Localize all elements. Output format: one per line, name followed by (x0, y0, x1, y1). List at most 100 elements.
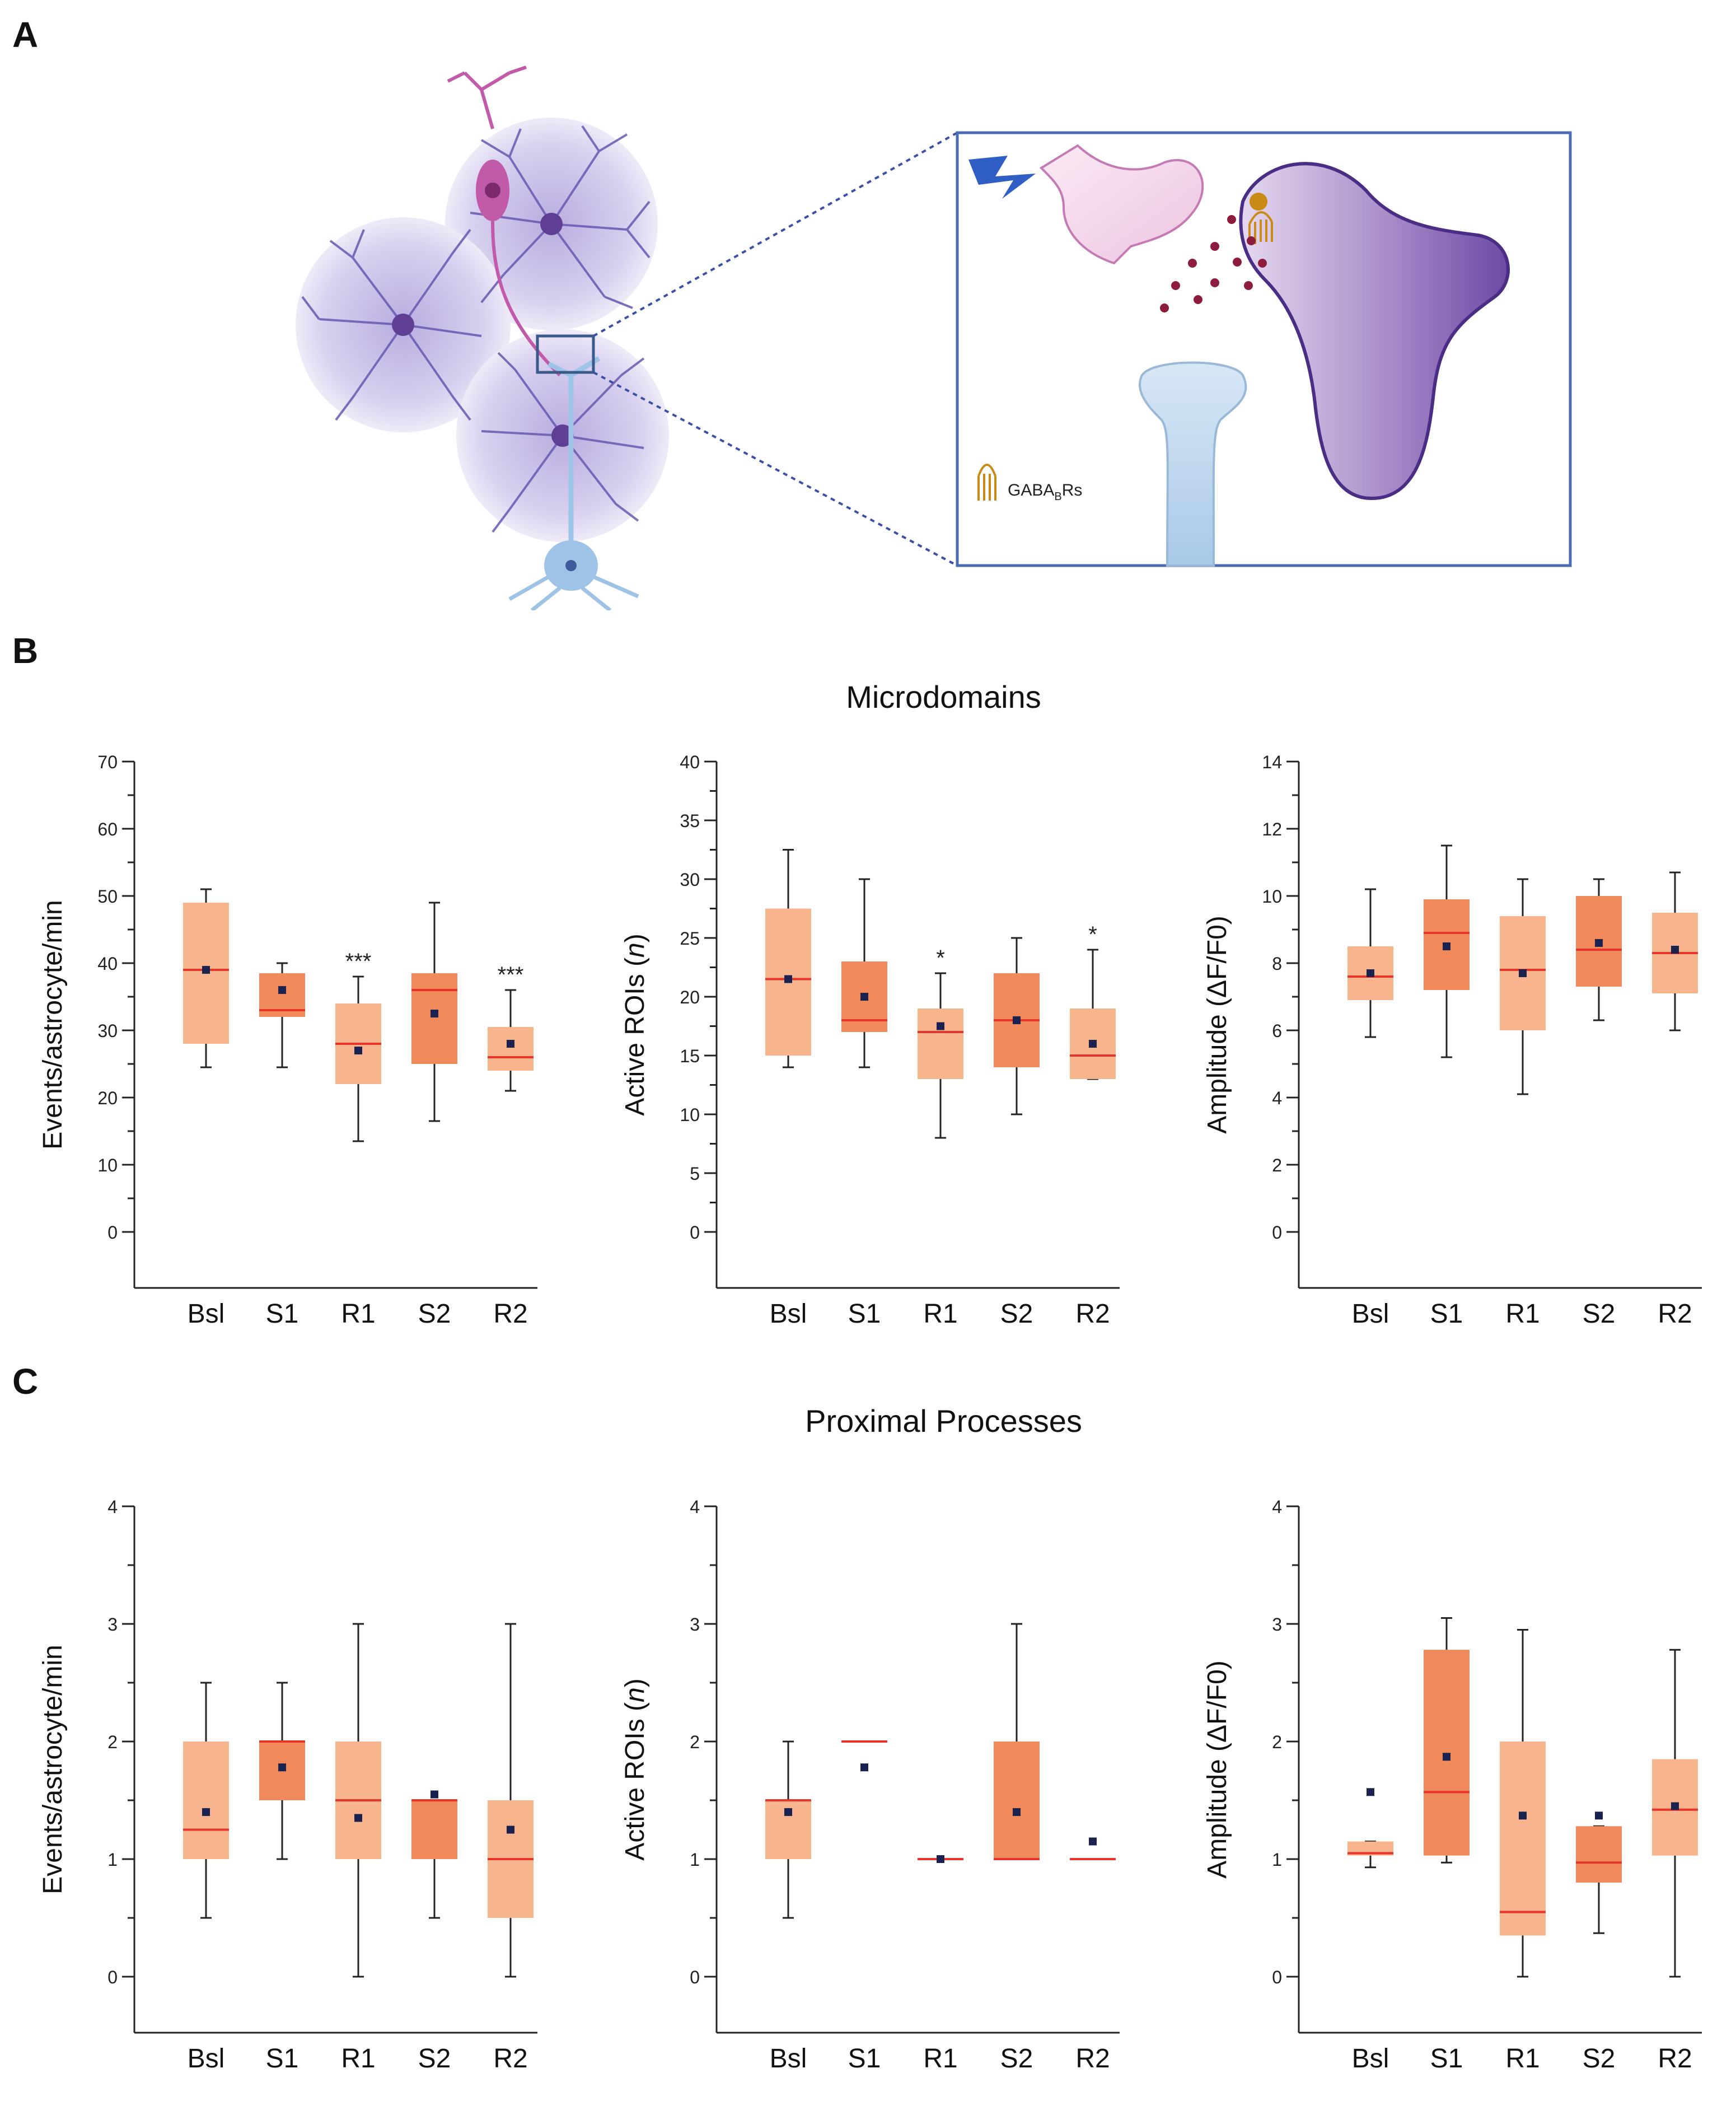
mean-S1 (278, 1763, 286, 1772)
significance-marker: *** (498, 963, 524, 987)
gaba-vesicles (1160, 215, 1267, 312)
y-axis-label: Amplitude (ΔF/F0) (1202, 916, 1232, 1133)
y-tick-label: 30 (680, 870, 700, 890)
x-tick-label: S2 (1000, 1299, 1033, 1329)
x-tick-label: S2 (1583, 1299, 1616, 1329)
x-tick-label: R1 (341, 1299, 375, 1329)
mean-S2 (1013, 1808, 1021, 1816)
y-tick-label: 35 (680, 811, 700, 831)
legend-gababrs-label: GABABRs (1008, 481, 1082, 503)
x-tick-label: R2 (493, 1299, 527, 1329)
mean-Bsl (784, 1808, 792, 1816)
x-tick-label: S2 (1000, 2044, 1033, 2074)
x-tick-label: Bsl (1352, 2044, 1389, 2074)
y-tick-label: 10 (97, 1155, 118, 1175)
y-tick-label: 3 (690, 1614, 700, 1635)
y-tick-label: 20 (97, 1088, 118, 1108)
mean-R2 (507, 1825, 514, 1834)
box-R1 (918, 1009, 963, 1079)
x-tick-label: S1 (266, 1299, 299, 1329)
y-tick-label: 0 (1272, 1967, 1282, 1987)
y-tick-label: 4 (1272, 1088, 1282, 1108)
mean-R2 (1089, 1837, 1097, 1846)
mean-S2 (431, 1010, 438, 1017)
y-tick-label: 2 (1272, 1155, 1282, 1175)
mean-R1 (1519, 969, 1527, 977)
y-tick-label: 0 (1272, 1222, 1282, 1243)
zoom-box (536, 334, 595, 374)
mean-S2 (431, 1790, 438, 1799)
chart-b-events: 0 10 20 30 40 50 60 70 Events/astrocyte/min Bsl S1… (38, 752, 537, 1329)
box-S1 (1424, 1650, 1470, 1856)
y-tick-label: 20 (680, 987, 700, 1007)
section-title-microdomains: Microdomains (846, 679, 1041, 715)
x-tick-label: R1 (341, 2044, 375, 2074)
x-tick-label: Bsl (1352, 1299, 1389, 1329)
mean-R1 (1519, 1811, 1527, 1820)
mean-R1 (354, 1814, 362, 1822)
synapse-inset: GABABRs (956, 131, 1572, 567)
x-tick-label: S2 (418, 1299, 451, 1329)
presynaptic-neuron (447, 66, 561, 377)
y-tick-label: 5 (690, 1164, 700, 1184)
mean-S2 (1013, 1016, 1021, 1024)
box-S2 (411, 973, 457, 1064)
x-tick-label: S1 (266, 2044, 299, 2074)
x-tick-label: R2 (1075, 1299, 1110, 1329)
box-Bsl (183, 1742, 229, 1859)
gabab-ligand-icon (1250, 193, 1267, 211)
mean-R2 (1671, 1802, 1679, 1810)
y-tick-label: 4 (107, 1497, 118, 1517)
postsynaptic-spine (1138, 361, 1247, 567)
mean-S2 (1595, 939, 1603, 947)
x-tick-label: R2 (1075, 2044, 1110, 2074)
significance-marker: * (1088, 922, 1097, 947)
y-tick-label: 2 (1272, 1732, 1282, 1752)
y-tick-label: 60 (97, 819, 118, 839)
y-axis-label: Active ROIs (n) (620, 1678, 650, 1860)
y-tick-label: 15 (680, 1046, 700, 1066)
y-tick-label: 3 (107, 1614, 118, 1635)
y-tick-label: 40 (97, 954, 118, 974)
mean-Bsl (1367, 1788, 1374, 1796)
y-axis-label: Events/astrocyte/min (38, 1645, 68, 1894)
mean-R1 (937, 1855, 944, 1863)
y-tick-label: 1 (107, 1850, 118, 1870)
y-tick-label: 0 (690, 1222, 700, 1243)
x-tick-label: R1 (1505, 1299, 1540, 1329)
box-S2 (411, 1800, 457, 1859)
astrocytic-process (1239, 162, 1510, 501)
legend-receptor-icon (977, 464, 996, 501)
y-tick-label: 10 (1262, 886, 1282, 907)
x-tick-label: Bsl (770, 1299, 807, 1329)
mean-Bsl (1367, 969, 1374, 977)
y-tick-label: 14 (1262, 752, 1282, 772)
chart-c-amplitude: 0 1 2 3 4 Amplitude (ΔF/F0) Bsl S1 R1 S2 R2 (1202, 1497, 1702, 2074)
mean-Bsl (202, 1808, 210, 1816)
y-tick-label: 10 (680, 1105, 700, 1125)
x-tick-label: S2 (1583, 2044, 1616, 2074)
y-tick-label: 4 (1272, 1497, 1282, 1517)
x-tick-label: Bsl (770, 2044, 807, 2074)
significance-marker: *** (345, 949, 372, 974)
mean-R2 (507, 1040, 514, 1048)
gabab-receptor-icon (1248, 211, 1273, 244)
panel-label-a: A (12, 15, 39, 55)
mean-Bsl (202, 966, 210, 974)
y-axis-label: Active ROIs (n) (620, 933, 650, 1115)
mean-S1 (278, 986, 286, 994)
y-tick-label: 0 (690, 1967, 700, 1987)
chart-c-active-rois: 0 1 2 3 4 Active ROIs (n) Bsl S1 R1 S2 R2 (620, 1497, 1120, 2074)
x-tick-label: Bsl (188, 1299, 225, 1329)
y-tick-label: 0 (107, 1222, 118, 1243)
y-tick-label: 2 (107, 1732, 118, 1752)
x-tick-label: S1 (848, 1299, 881, 1329)
x-tick-label: R1 (923, 1299, 957, 1329)
y-axis-label: Events/astrocyte/min (38, 900, 68, 1150)
chart-b-active-rois: 0 5 10 15 20 25 30 35 40 Active ROIs (n) Bsl S1 * R1 S… (620, 752, 1120, 1329)
y-axis-label: Amplitude (ΔF/F0) (1202, 1660, 1232, 1878)
mean-S2 (1595, 1811, 1603, 1820)
x-tick-label: R2 (1658, 1299, 1692, 1329)
y-tick-label: 70 (97, 752, 118, 772)
y-tick-label: 2 (690, 1732, 700, 1752)
